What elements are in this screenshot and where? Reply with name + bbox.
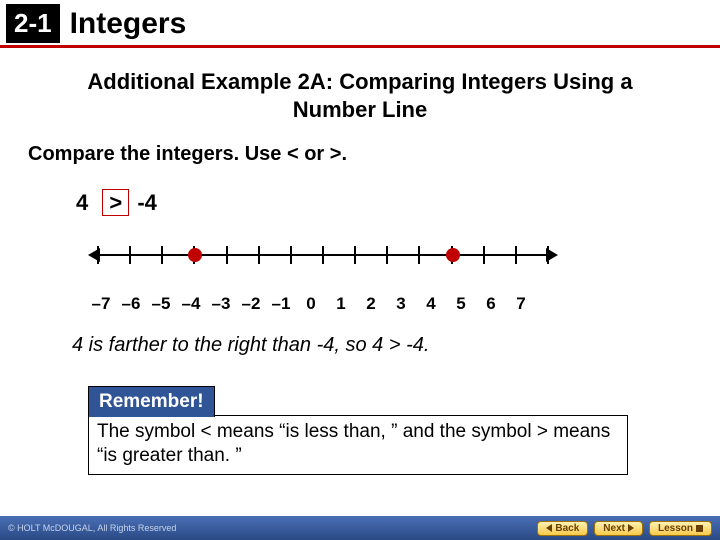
numberline-tick: [386, 246, 388, 264]
back-button-label: Back: [555, 523, 579, 534]
numberline-tick: [161, 246, 163, 264]
expression-operator: >: [102, 189, 129, 216]
numberline-point: [188, 248, 202, 262]
numberline-tick: [354, 246, 356, 264]
numberline-tick: [418, 246, 420, 264]
lesson-number-badge: 2-1: [6, 4, 60, 43]
chevron-left-icon: [546, 524, 552, 532]
remember-header: Remember!: [88, 386, 215, 417]
numberline-point: [446, 248, 460, 262]
numberline-label: –7: [86, 294, 116, 314]
numberline-label: 7: [506, 294, 536, 314]
numberline-label: 2: [356, 294, 386, 314]
numberline-tick: [547, 246, 549, 264]
numberline-label: –3: [206, 294, 236, 314]
example-title-line2: Number Line: [293, 97, 427, 122]
expression-right: -4: [137, 190, 157, 215]
square-icon: [696, 525, 703, 532]
numberline-label: 3: [386, 294, 416, 314]
numberline-tick: [129, 246, 131, 264]
expression-left: 4: [76, 190, 88, 215]
numberline-tick: [515, 246, 517, 264]
numberline-label: –4: [176, 294, 206, 314]
numberline-label: –5: [146, 294, 176, 314]
numberline-label: –6: [116, 294, 146, 314]
next-button-label: Next: [603, 523, 625, 534]
number-line: [98, 240, 548, 280]
numberline-tick: [483, 246, 485, 264]
copyright-text: © HOLT McDOUGAL, All Rights Reserved: [8, 523, 176, 533]
example-title: Additional Example 2A: Comparing Integer…: [28, 68, 692, 123]
numberline-tick: [322, 246, 324, 264]
numberline-tick: [290, 246, 292, 264]
explanation-text: 4 is farther to the right than -4, so 4 …: [72, 334, 692, 357]
comparison-expression: 4 > -4: [76, 190, 692, 216]
numberline-label: 0: [296, 294, 326, 314]
numberline-label: –2: [236, 294, 266, 314]
lesson-button-label: Lesson: [658, 523, 693, 534]
instruction-text: Compare the integers. Use < or >.: [28, 143, 692, 166]
numberline-label: 4: [416, 294, 446, 314]
numberline-labels: –7–6–5–4–3–2–101234567: [86, 294, 692, 314]
numberline-label: –1: [266, 294, 296, 314]
next-button[interactable]: Next: [594, 521, 643, 536]
nav-button-group: Back Next Lesson: [537, 521, 712, 536]
slide-content: Additional Example 2A: Comparing Integer…: [0, 48, 720, 485]
numberline-tick: [226, 246, 228, 264]
chevron-right-icon: [628, 524, 634, 532]
remember-box: Remember! The symbol < means “is less th…: [88, 415, 628, 475]
numberline-label: 5: [446, 294, 476, 314]
numberline-label: 6: [476, 294, 506, 314]
remember-body: The symbol < means “is less than, ” and …: [89, 416, 627, 474]
lesson-button[interactable]: Lesson: [649, 521, 712, 536]
numberline-tick: [97, 246, 99, 264]
page-header: 2-1 Integers: [0, 0, 720, 45]
footer-bar: © HOLT McDOUGAL, All Rights Reserved Bac…: [0, 516, 720, 540]
example-title-line1: Additional Example 2A: Comparing Integer…: [87, 69, 632, 94]
back-button[interactable]: Back: [537, 521, 588, 536]
numberline-label: 1: [326, 294, 356, 314]
numberline-tick: [258, 246, 260, 264]
lesson-title: Integers: [70, 7, 187, 41]
